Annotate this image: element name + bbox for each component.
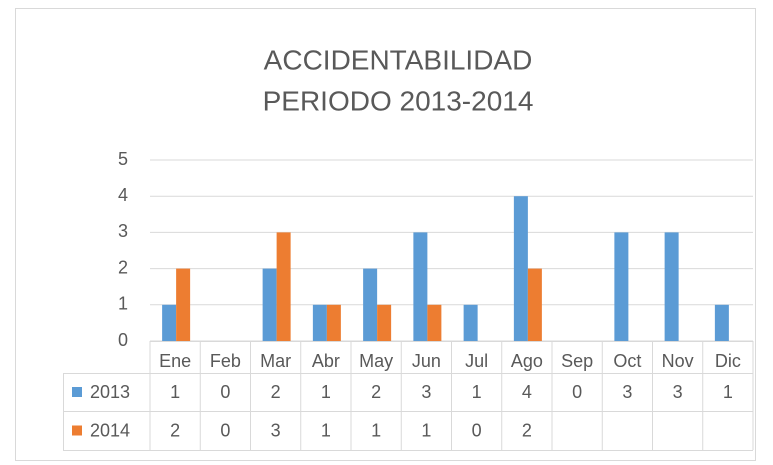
- table-cell: 1: [723, 382, 733, 402]
- y-tick-label: 0: [118, 330, 128, 350]
- bar: [176, 268, 191, 341]
- bar: [513, 196, 528, 341]
- table-cell: 1: [472, 382, 482, 402]
- bar: [262, 268, 277, 341]
- table-cell: 2: [170, 420, 180, 440]
- bar: [326, 304, 341, 341]
- y-tick-label: 1: [118, 294, 128, 314]
- table-cell: 4: [522, 382, 532, 402]
- chart-title: ACCIDENTABILIDAD: [264, 44, 533, 75]
- x-tick-label: Sep: [561, 351, 593, 371]
- table-cell: 3: [622, 382, 632, 402]
- y-tick-label: 4: [118, 185, 128, 205]
- table-cell: 0: [572, 382, 582, 402]
- x-tick-label: Jun: [412, 351, 441, 371]
- x-tick-label: Dic: [715, 351, 741, 371]
- y-tick-label: 3: [118, 221, 128, 241]
- chart-title: PERIODO 2013-2014: [263, 85, 534, 116]
- legend-key: [72, 387, 82, 397]
- x-tick-label: Feb: [210, 351, 241, 371]
- bar: [312, 304, 327, 341]
- bar: [714, 304, 729, 341]
- table-cell: 2: [271, 382, 281, 402]
- table-cell: 0: [220, 420, 230, 440]
- chart-area: [15, 8, 756, 461]
- bar: [162, 304, 177, 341]
- table-cell: 0: [472, 420, 482, 440]
- table-cell: 0: [220, 382, 230, 402]
- table-cell: 1: [321, 382, 331, 402]
- x-tick-label: Nov: [662, 351, 694, 371]
- bar: [276, 232, 291, 341]
- bar: [614, 232, 629, 341]
- x-tick-label: Ene: [159, 351, 191, 371]
- bar: [377, 304, 392, 341]
- table-cell: 1: [421, 420, 431, 440]
- table-cell: 2: [371, 382, 381, 402]
- bar: [664, 232, 679, 341]
- x-tick-label: Mar: [260, 351, 291, 371]
- x-tick-label: Oct: [613, 351, 641, 371]
- bar: [527, 268, 542, 341]
- table-cell: 3: [421, 382, 431, 402]
- bar: [363, 268, 378, 341]
- table-cell: 3: [673, 382, 683, 402]
- y-tick-label: 5: [118, 149, 128, 169]
- bar: [413, 232, 428, 341]
- legend-label: 2013: [90, 382, 130, 402]
- legend-key: [72, 425, 82, 436]
- x-tick-label: Abr: [312, 351, 340, 371]
- x-tick-label: May: [359, 351, 393, 371]
- legend-label: 2014: [90, 420, 130, 440]
- table-cell: 3: [271, 420, 281, 440]
- y-tick-label: 2: [118, 257, 128, 277]
- x-tick-label: Ago: [511, 351, 543, 371]
- table-cell: 2: [522, 420, 532, 440]
- bar: [427, 304, 442, 341]
- table-cell: 1: [371, 420, 381, 440]
- x-tick-label: Jul: [465, 351, 488, 371]
- table-cell: 1: [170, 382, 180, 402]
- table-cell: 1: [321, 420, 331, 440]
- bar: [463, 304, 478, 341]
